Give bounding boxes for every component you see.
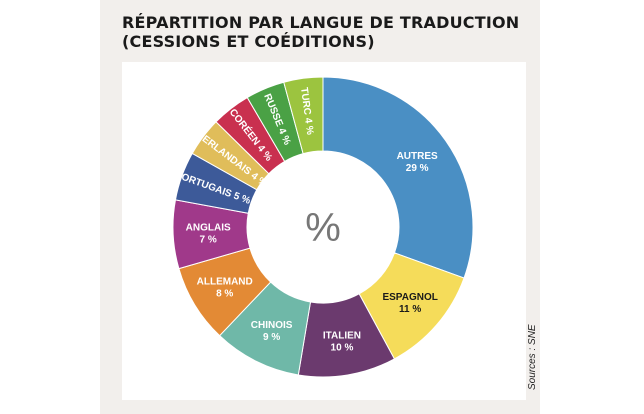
- donut-chart: AUTRES 29 % ESPAGNOL 11 % ITALIEN 10 % CHINOIS…: [172, 76, 474, 378]
- slice-label-italien: ITALIEN 10 %: [323, 330, 361, 353]
- slice-label-allemand: ALLEMAND 8 %: [197, 277, 253, 300]
- center-label: %: [305, 206, 341, 250]
- slice-label-espagnol: ESPAGNOL 11 %: [382, 292, 437, 315]
- title-line-1: RÉPARTITION PAR LANGUE DE TRADUCTION: [122, 13, 520, 32]
- title-line-2: (CESSIONS ET COÉDITIONS): [122, 32, 375, 51]
- chart-title: RÉPARTITION PAR LANGUE DE TRADUCTION (CE…: [122, 13, 519, 51]
- slice-autres: [322, 76, 474, 279]
- slice-label-anglais: ANGLAIS 7 %: [186, 223, 231, 246]
- slice-label-chinois: CHINOIS 9 %: [251, 320, 293, 343]
- chart-card: AUTRES 29 % ESPAGNOL 11 % ITALIEN 10 % CHINOIS…: [122, 62, 526, 400]
- slice-turc: [283, 76, 324, 155]
- source-note: Sources : SNE: [527, 324, 538, 390]
- slice-label-autres: AUTRES 29 %: [397, 151, 438, 174]
